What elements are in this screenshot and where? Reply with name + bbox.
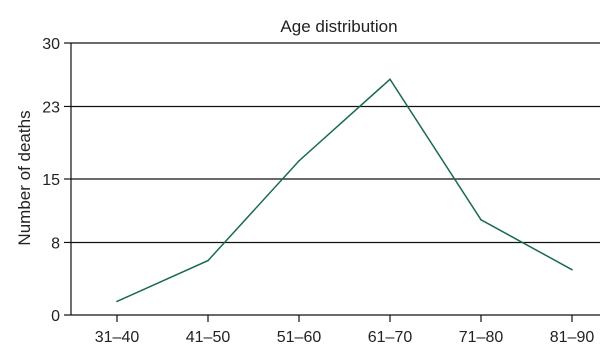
data-point xyxy=(571,268,573,271)
tick-label-layer: 0 8 15 23 30 31–40 41–50 51–60 61–70 71–80 81–90 xyxy=(42,36,594,346)
x-tick-label: 71–80 xyxy=(459,329,504,346)
data-point xyxy=(116,300,118,303)
y-tick-label: 8 xyxy=(51,235,60,252)
x-tick-label: 41–50 xyxy=(186,329,231,346)
y-tick-label: 0 xyxy=(51,308,60,325)
y-tick-label: 30 xyxy=(42,36,60,53)
axis-layer xyxy=(64,42,600,322)
series-layer xyxy=(116,78,573,303)
x-tick-label: 31–40 xyxy=(95,329,140,346)
y-tick-label: 23 xyxy=(42,99,60,116)
y-axis-label: Number of deaths xyxy=(15,110,34,245)
x-tick-label: 61–70 xyxy=(368,329,413,346)
data-point xyxy=(298,160,300,162)
data-point xyxy=(480,219,482,221)
series-line xyxy=(116,78,573,303)
data-point xyxy=(389,78,391,81)
chart-title: Age distribution xyxy=(280,17,397,36)
grid-layer xyxy=(71,42,600,244)
x-tick-label: 51–60 xyxy=(277,329,322,346)
data-point xyxy=(207,259,209,262)
x-tick-label: 81–90 xyxy=(550,329,595,346)
y-tick-label: 15 xyxy=(42,172,60,189)
